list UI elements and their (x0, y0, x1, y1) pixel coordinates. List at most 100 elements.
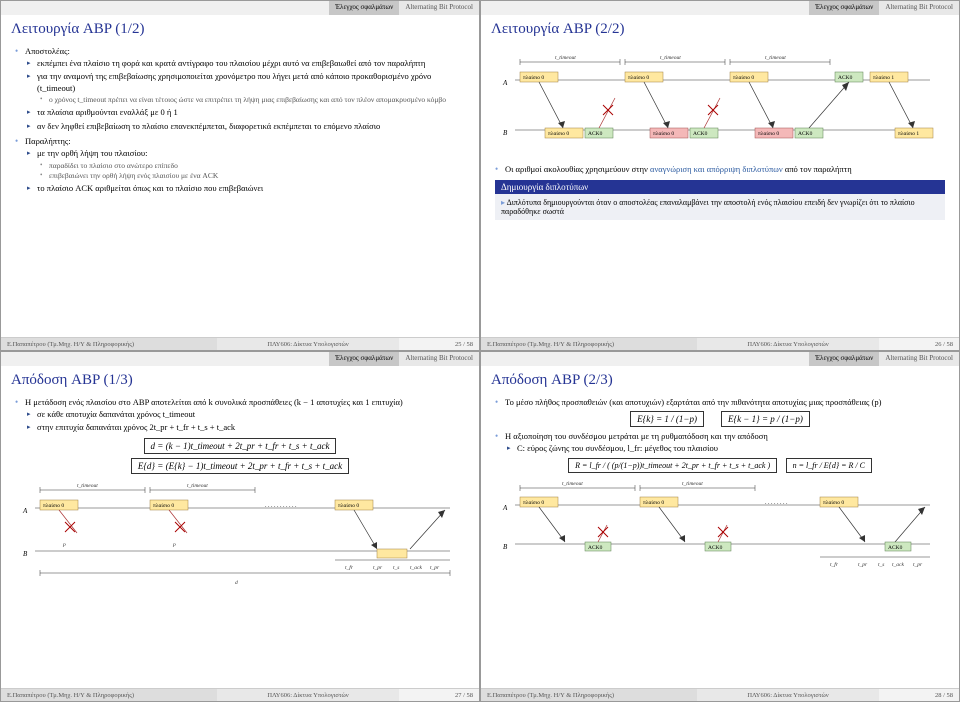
subbullet: επιβεβαιώνει την ορθή λήψη ενός πλαισίου… (37, 171, 465, 181)
tabs: Έλεγχος σφαλμάτων Alternating Bit Protoc… (1, 352, 479, 366)
tab-errors[interactable]: Έλεγχος σφαλμάτων (809, 352, 879, 366)
link-recognition: αναγνώριση και απόρριψη διπλοτύπων (650, 164, 783, 174)
svg-text:t_pr: t_pr (430, 565, 440, 571)
svg-text:πλαίσιο 0: πλαίσιο 0 (43, 503, 64, 509)
svg-text:ACK0: ACK0 (588, 131, 603, 137)
svg-text:t_timeout: t_timeout (77, 483, 98, 489)
text: για την αναμονή της επιβεβαίωσης χρησιμο… (37, 71, 431, 92)
footer: Ε.Παπαπέτρου (Τμ.Μηχ. Η/Υ & Πληροφορικής… (1, 688, 479, 701)
subbullet: στην επιτυχία δαπανάται χρόνος 2t_pr + t… (25, 422, 465, 433)
slide-3: Έλεγχος σφαλμάτων Alternating Bit Protoc… (0, 351, 480, 702)
text: Η αξιοποίηση του συνδέσμου μετράται με τ… (505, 431, 768, 441)
footer-course: ΠΛΥ606: Δίκτυα Υπολογιστών (697, 689, 879, 701)
svg-text:ACK0: ACK0 (798, 131, 813, 137)
block-title: Δημιουργία διπλοτύπων (495, 180, 945, 194)
tabs: Έλεγχος σφαλμάτων Alternating Bit Protoc… (481, 352, 959, 366)
svg-text:πλαίσιο 0: πλαίσιο 0 (523, 500, 544, 506)
footer-author: Ε.Παπαπέτρου (Τμ.Μηχ. Η/Υ & Πληροφορικής… (1, 338, 217, 350)
timing-diagram: A B t_timeout t_timeout t_timeout πλαίσι… (495, 50, 945, 160)
svg-text:t_ack: t_ack (410, 565, 422, 571)
tab-errors[interactable]: Έλεγχος σφαλμάτων (329, 352, 399, 366)
block-body: ▸ Διπλότυπα δημιουργούνται όταν ο αποστο… (495, 194, 945, 220)
bullet: τα πλαίσια αριθμούνται εναλλάξ με 0 ή 1 (25, 107, 465, 118)
tab-spacer (481, 352, 809, 366)
footer: Ε.Παπαπέτρου (Τμ.Μηχ. Η/Υ & Πληροφορικής… (1, 337, 479, 350)
svg-text:πλαίσιο 0: πλαίσιο 0 (153, 503, 174, 509)
frame0-label: πλαίσιο 0 (523, 75, 544, 81)
subbullet: C: εύρος ζώνης του συνδέσμου, l_fr: μέγε… (505, 443, 945, 454)
svg-text:πλαίσιο 0: πλαίσιο 0 (823, 500, 844, 506)
timing-diagram: A B t_timeout t_timeout πλαίσιο 0 πλαίσι… (15, 478, 465, 593)
tab-abp[interactable]: Alternating Bit Protocol (399, 352, 479, 366)
svg-text:t_pr: t_pr (373, 565, 383, 571)
svg-text:p: p (172, 542, 176, 548)
footer-author: Ε.Παπαπέτρου (Τμ.Μηχ. Η/Υ & Πληροφορικής… (481, 689, 697, 701)
text: με την ορθή λήψη του πλαισίου: (37, 148, 147, 158)
slide-1: Έλεγχος σφαλμάτων Alternating Bit Protoc… (0, 0, 480, 351)
svg-text:t_fr: t_fr (345, 564, 354, 571)
bullet-note: Οι αριθμοί ακολουθίας χρησιμεύουν στην α… (495, 164, 945, 174)
slide-4: Έλεγχος σφαλμάτων Alternating Bit Protoc… (480, 351, 960, 702)
svg-text:p: p (62, 542, 66, 548)
tab-spacer (1, 352, 329, 366)
timeout-span: t_timeout t_timeout t_timeout (520, 55, 830, 65)
footer-page: 26 / 58 (879, 338, 959, 350)
svg-text:A: A (502, 504, 508, 512)
equation-Ek-1: E{k − 1} = p / (1−p) (721, 411, 810, 427)
bullet: Η μετάδοση ενός πλαισίου στο ABP αποτελε… (15, 397, 465, 434)
page-title: Λειτουργία ABP (1/2) (1, 15, 479, 42)
svg-text:πλαίσιο 0: πλαίσιο 0 (338, 503, 359, 509)
timing-diagram: A B t_timeout t_timeout πλαίσιο 0 πλαίσι… (495, 477, 945, 572)
footer-course: ΠΛΥ606: Δίκτυα Υπολογιστών (697, 338, 879, 350)
tab-abp[interactable]: Alternating Bit Protocol (879, 1, 959, 15)
bullet: εκπέμπει ένα πλαίσιο τη φορά και κρατά α… (25, 58, 465, 69)
body: Το μέσο πλήθος προσπαθειών (και αποτυχιώ… (481, 393, 959, 688)
svg-text:t_s: t_s (878, 562, 884, 568)
sender-heading: Αποστολέας: εκπέμπει ένα πλαίσιο τη φορά… (15, 46, 465, 132)
page-title: Απόδοση ABP (2/3) (481, 366, 959, 393)
body: Αποστολέας: εκπέμπει ένα πλαίσιο τη φορά… (1, 42, 479, 337)
body: Η μετάδοση ενός πλαισίου στο ABP αποτελε… (1, 393, 479, 688)
svg-text:A: A (22, 507, 28, 515)
tab-abp[interactable]: Alternating Bit Protocol (879, 352, 959, 366)
equation-R: R = l_fr / ( (p/(1−p))t_timeout + 2t_pr … (568, 458, 777, 473)
equation-d: d = (k − 1)t_timeout + 2t_pr + t_fr + t_… (15, 438, 465, 454)
svg-text:πλαίσιο 0: πλαίσιο 0 (548, 131, 569, 137)
svg-text:πλαίσιο 0: πλαίσιο 0 (653, 131, 674, 137)
svg-text:t_ack: t_ack (892, 562, 904, 568)
svg-text:. . . . . . . .: . . . . . . . . (765, 500, 788, 506)
tab-abp[interactable]: Alternating Bit Protocol (399, 1, 479, 15)
tab-errors[interactable]: Έλεγχος σφαλμάτων (329, 1, 399, 15)
equation-Ek: E{k} = 1 / (1−p) (630, 411, 704, 427)
svg-text:B: B (503, 543, 508, 551)
footer-course: ΠΛΥ606: Δίκτυα Υπολογιστών (217, 338, 399, 350)
body: A B t_timeout t_timeout t_timeout πλαίσι… (481, 42, 959, 337)
svg-text:t_timeout: t_timeout (555, 55, 576, 61)
footer-course: ΠΛΥ606: Δίκτυα Υπολογιστών (217, 689, 399, 701)
tabs: Έλεγχος σφαλμάτων Alternating Bit Protoc… (481, 1, 959, 15)
footer-page: 25 / 58 (399, 338, 479, 350)
ack0-label: ACK0 (838, 75, 853, 81)
svg-text:ACK0: ACK0 (693, 131, 708, 137)
slide-2: Έλεγχος σφαλμάτων Alternating Bit Protoc… (480, 0, 960, 351)
tab-spacer (1, 1, 329, 15)
bullet: για την αναμονή της επιβεβαίωσης χρησιμο… (25, 71, 465, 105)
svg-text:t_timeout: t_timeout (660, 55, 681, 61)
receiver-heading: Παραλήπτης: με την ορθή λήψη του πλαισίο… (15, 136, 465, 194)
footer: Ε.Παπαπέτρου (Τμ.Μηχ. Η/Υ & Πληροφορικής… (481, 337, 959, 350)
receiver-label: Παραλήπτης: (25, 136, 71, 146)
svg-text:πλαίσιο 0: πλαίσιο 0 (628, 75, 649, 81)
svg-text:ACK0: ACK0 (588, 545, 603, 551)
label-A: A (502, 79, 508, 87)
svg-text:t_timeout: t_timeout (682, 481, 703, 487)
equation-Ed: E{d} = (E{k} − 1)t_timeout + 2t_pr + t_f… (15, 458, 465, 474)
footer: Ε.Παπαπέτρου (Τμ.Μηχ. Η/Υ & Πληροφορικής… (481, 688, 959, 701)
svg-text:t_timeout: t_timeout (187, 483, 208, 489)
bullet: το πλαίσιο ACK αριθμείται όπως και το πλ… (25, 183, 465, 194)
label-B: B (503, 129, 508, 137)
svg-text:. . . . . . . . . . .: . . . . . . . . . . . (265, 503, 297, 509)
svg-text:ACK0: ACK0 (708, 545, 723, 551)
tab-errors[interactable]: Έλεγχος σφαλμάτων (809, 1, 879, 15)
svg-text:t_timeout: t_timeout (765, 55, 786, 61)
svg-text:πλαίσιο 0: πλαίσιο 0 (643, 500, 664, 506)
